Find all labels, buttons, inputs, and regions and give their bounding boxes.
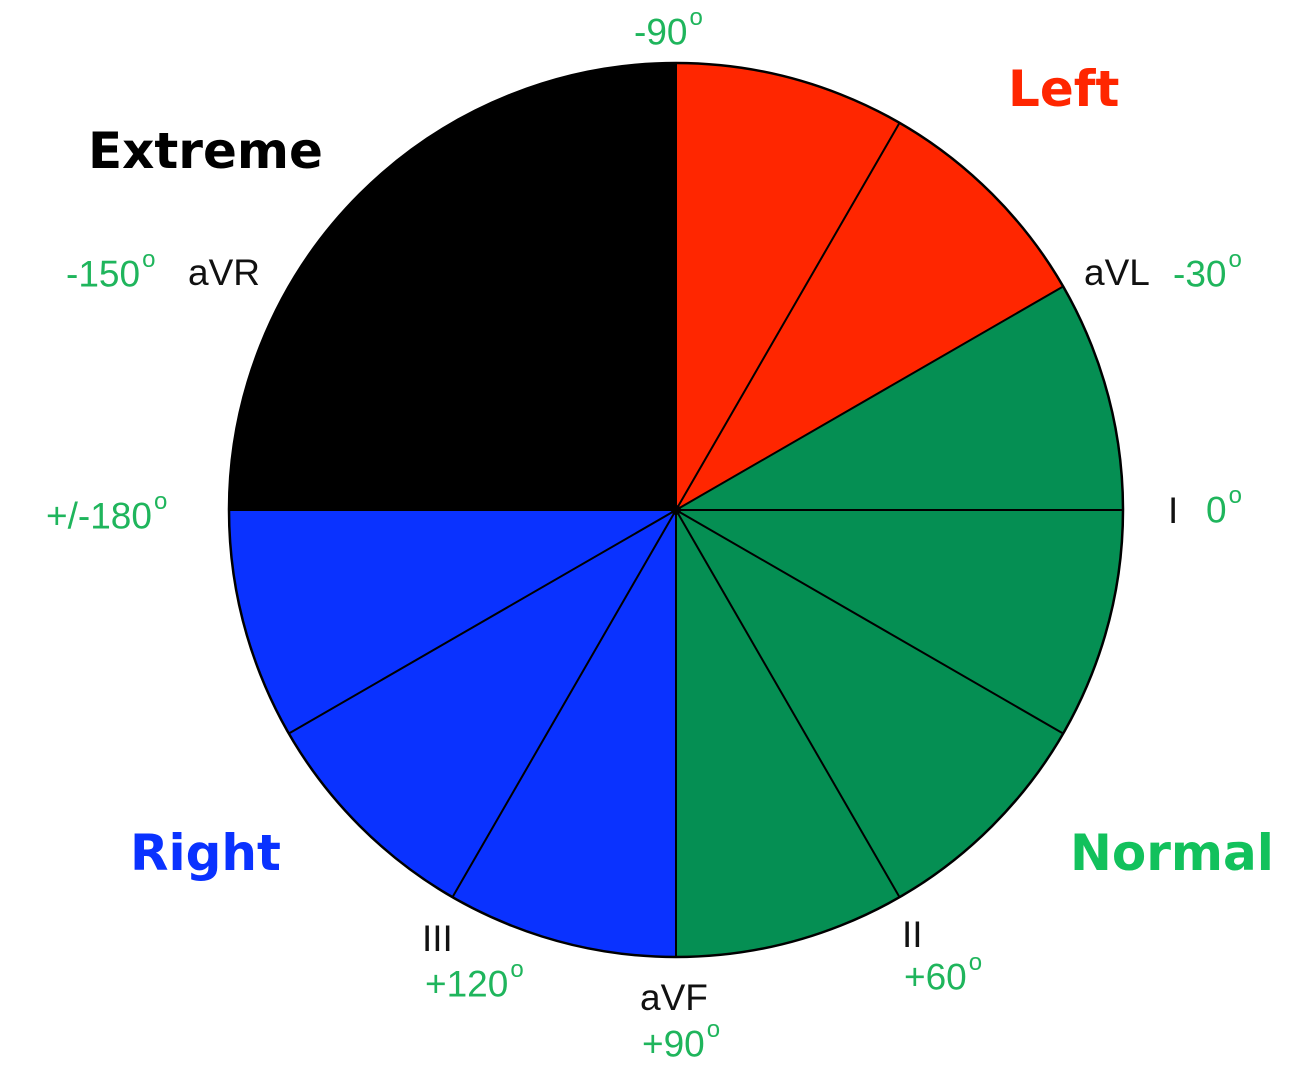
degree-label-plus90: +90o [642,1016,720,1065]
degree-label-plus120: +120o [425,956,524,1005]
degree-symbol: o [689,4,703,31]
sector-normal [676,286,1123,957]
degree-value: +60 [904,956,967,998]
degree-symbol: o [510,956,524,983]
lead-label-iii: III [422,918,453,959]
degree-value: -90 [634,11,688,53]
zone-label-extreme: Extreme [88,122,323,180]
zone-label-left: Left [1008,60,1120,118]
sector-extreme [229,63,676,510]
wheel-center [671,505,681,515]
degree-label-plus60: +60o [904,949,982,998]
degree-label-minus30: -30o [1173,246,1242,295]
degree-value: +90 [642,1023,705,1065]
degree-symbol: o [706,1016,721,1043]
degree-value: +/-180 [46,495,152,537]
degree-value: -30 [1173,253,1227,295]
degree-label-minus90: -90o [634,4,703,53]
degree-symbol: o [153,488,168,515]
degree-label-plusminus180: +/-180o [46,488,167,537]
lead-label-avf: aVF [640,977,708,1018]
divider-line [288,509,677,735]
zone-label-normal: Normal [1070,824,1274,882]
divider-line [675,122,901,511]
divider-line [675,509,1064,735]
divider-line [451,122,677,511]
degree-symbol: o [968,949,983,976]
divider-line [675,509,901,898]
lead-label-ii: II [902,914,923,955]
lead-label-avl: aVL [1084,252,1150,293]
divider-line [451,509,677,898]
degree-symbol: o [142,246,156,273]
degree-symbol: o [1228,246,1242,273]
zone-label-right: Right [130,824,281,882]
degree-value: +120 [425,963,509,1005]
divider-group [229,63,1123,957]
degree-label-zero: 0o [1206,482,1242,531]
degree-symbol: o [1228,482,1242,509]
wheel-rim [227,61,1125,959]
degree-value: -150 [66,253,141,295]
divider-line [675,285,1064,511]
divider-line [288,285,677,511]
sector-right [229,510,676,957]
degree-label-minus150: -150o [66,246,155,295]
degree-value: 0 [1206,489,1227,531]
sector-left [676,63,1064,510]
sector-group [229,63,1123,957]
lead-label-avr: aVR [188,252,260,293]
lead-label-i: I [1168,490,1179,531]
